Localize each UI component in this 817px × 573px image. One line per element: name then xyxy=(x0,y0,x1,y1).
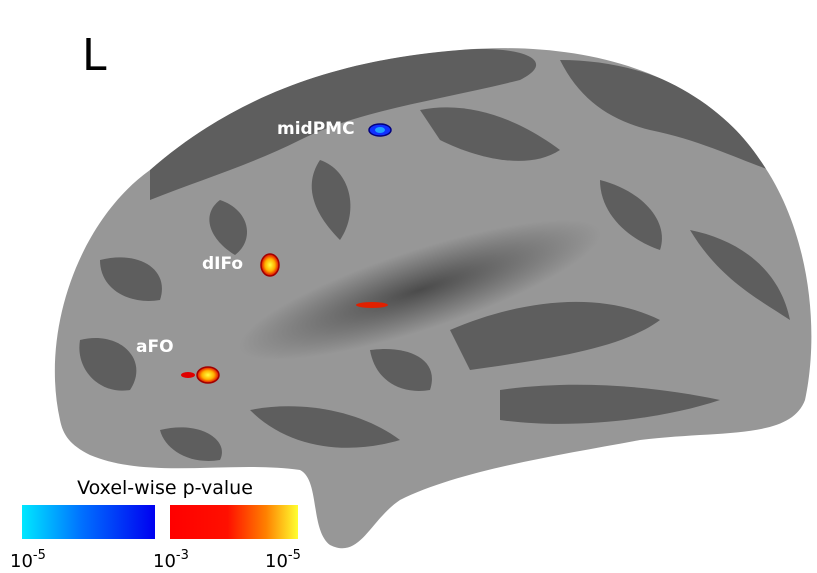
colorbar-tick: 10-5 xyxy=(10,548,46,572)
tick-base: 10 xyxy=(265,551,288,572)
tick-base: 10 xyxy=(10,551,33,572)
hemisphere-label: L xyxy=(82,30,107,81)
region-label: dIFo xyxy=(202,254,243,274)
brain-surface xyxy=(54,48,812,549)
colorbar-tick: 10-3 xyxy=(153,548,189,572)
activation-blob xyxy=(260,253,280,277)
colorbar-tick: 10-5 xyxy=(265,548,301,572)
tick-base: 10 xyxy=(153,551,176,572)
colorbar: Voxel-wise p-value 10-5 10-3 10-5 xyxy=(10,477,301,572)
activation-blob xyxy=(181,372,195,378)
colorbar-blue xyxy=(22,505,155,539)
tick-exponent: -5 xyxy=(33,548,46,563)
colorbar-red xyxy=(170,505,298,539)
activation-blob xyxy=(196,366,220,384)
tick-exponent: -3 xyxy=(176,548,189,563)
tick-exponent: -5 xyxy=(288,548,301,563)
region-label: aFO xyxy=(136,337,174,357)
activation-core xyxy=(375,127,385,133)
activations xyxy=(181,123,392,384)
activation-blob xyxy=(356,302,388,308)
region-label: midPMC xyxy=(277,119,355,139)
colorbar-title: Voxel-wise p-value xyxy=(77,477,253,499)
